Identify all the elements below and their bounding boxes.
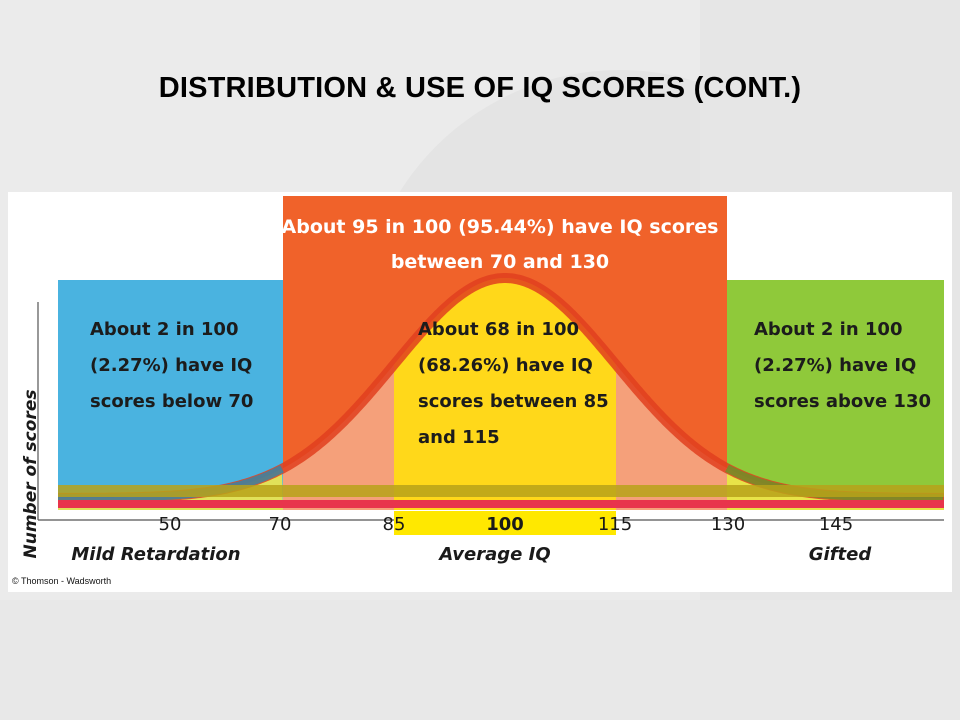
middle-68-line-1: About 68 in 100 <box>418 319 580 340</box>
below-70-line-1: About 2 in 100 <box>90 319 239 340</box>
average-range-highlight <box>394 511 616 535</box>
above-130-text: About 2 in 100 (2.27%) have IQ scores ab… <box>754 312 954 420</box>
below-70-line-3: scores below 70 <box>90 391 254 412</box>
middle-95-line-1: About 95 in 100 (95.44%) have IQ scores <box>281 216 719 238</box>
x-tick-label: 70 <box>268 514 292 535</box>
x-tick-label: 145 <box>818 514 854 535</box>
region-box-85-to-115 <box>394 278 616 510</box>
middle-68-percent-text: About 68 in 100 (68.26%) have IQ scores … <box>418 312 628 456</box>
x-tick-label-mean: 100 <box>486 514 524 535</box>
copyright-credit: © Thomson - Wadsworth <box>12 576 112 586</box>
region-label-gifted: Gifted <box>808 544 872 565</box>
baseline-strip <box>58 500 944 508</box>
x-tick-label: 130 <box>710 514 746 535</box>
region-box-above-130 <box>727 280 944 510</box>
base-strip <box>58 485 944 497</box>
region-label-average-iq: Average IQ <box>439 544 551 565</box>
middle-68-line-3: scores between 85 <box>418 391 609 412</box>
iq-distribution-figure: Number of scores About 95 in 100 (95.44%… <box>8 192 952 592</box>
below-70-line-2: (2.27%) have IQ <box>90 355 253 376</box>
region-box-below-70 <box>58 280 283 510</box>
iq-bell-curve-chart <box>37 196 944 535</box>
above-130-line-2: (2.27%) have IQ <box>754 355 917 376</box>
y-axis-label: Number of scores <box>21 389 41 559</box>
middle-95-line-2: between 70 and 130 <box>390 251 610 273</box>
middle-95-percent-text: About 95 in 100 (95.44%) have IQ scores … <box>278 210 722 280</box>
x-tick-label: 50 <box>158 514 182 535</box>
region-label-mild-retardation: Mild Retardation <box>71 544 241 565</box>
below-70-text: About 2 in 100 (2.27%) have IQ scores be… <box>90 312 290 420</box>
middle-68-line-4: and 115 <box>418 427 500 448</box>
above-130-line-3: scores above 130 <box>754 391 931 412</box>
slide-title: DISTRIBUTION & USE OF IQ SCORES (CONT.) <box>158 72 802 104</box>
above-130-line-1: About 2 in 100 <box>754 319 903 340</box>
x-tick-label: 85 <box>382 514 406 535</box>
x-tick-label: 115 <box>597 514 633 535</box>
middle-68-line-2: (68.26%) have IQ <box>418 355 593 376</box>
